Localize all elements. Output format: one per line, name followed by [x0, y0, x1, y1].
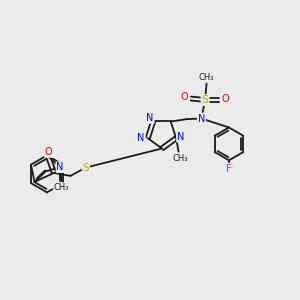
Text: N: N [177, 132, 184, 142]
Text: N: N [137, 133, 145, 143]
Text: O: O [45, 147, 52, 157]
Text: F: F [226, 164, 232, 174]
Text: N: N [198, 113, 205, 124]
Text: O: O [222, 94, 229, 103]
Text: S: S [83, 163, 89, 172]
Text: N: N [56, 162, 64, 172]
Text: CH₃: CH₃ [199, 73, 214, 82]
Text: CH₃: CH₃ [172, 154, 188, 163]
Text: N: N [146, 113, 154, 123]
Text: O: O [181, 92, 189, 102]
Text: S: S [202, 95, 208, 105]
Text: CH₃: CH₃ [54, 183, 69, 192]
